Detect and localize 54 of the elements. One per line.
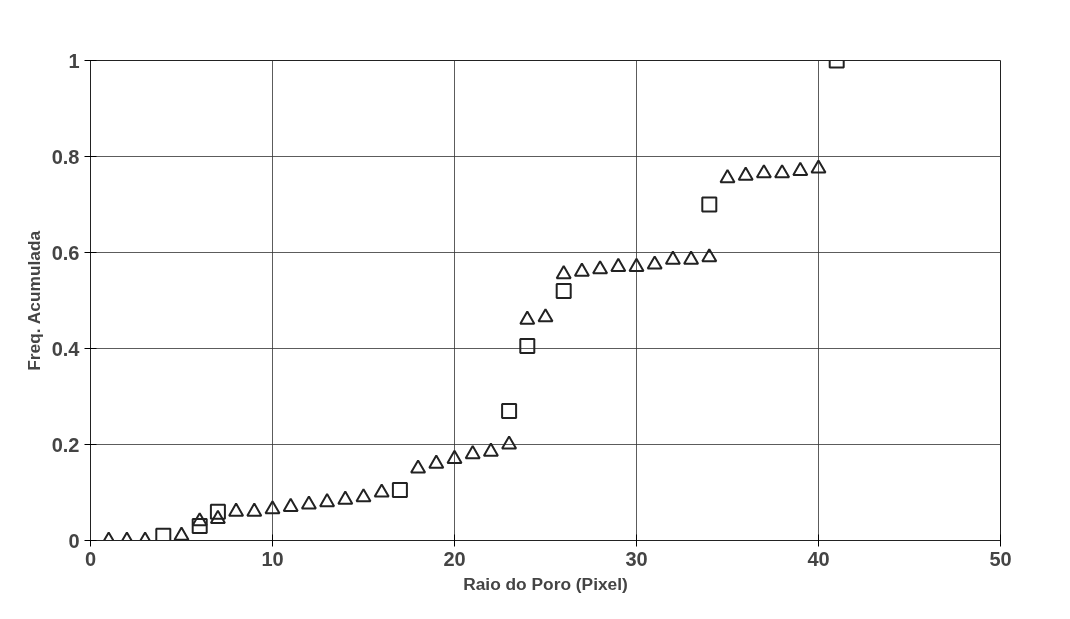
point <box>191 512 208 527</box>
y-axis-title: Freq. Acumulada <box>23 230 44 371</box>
point <box>555 265 572 280</box>
y-tick-label: 0 <box>68 529 80 552</box>
point <box>337 490 354 505</box>
point <box>173 526 190 541</box>
point <box>501 435 518 450</box>
point <box>792 161 809 176</box>
point <box>282 497 299 512</box>
point <box>592 260 609 275</box>
point <box>410 459 427 474</box>
point <box>209 503 226 520</box>
point <box>209 509 226 524</box>
y-tick-label: 1 <box>68 49 80 72</box>
x-tick-label: 50 <box>989 547 1012 570</box>
point <box>537 308 554 323</box>
point <box>646 255 663 270</box>
point <box>373 483 390 498</box>
point <box>155 527 172 541</box>
point <box>501 402 518 419</box>
x-tick-label: 20 <box>443 547 466 570</box>
point <box>555 282 572 299</box>
y-tick-label: 0.8 <box>51 145 80 168</box>
point <box>701 248 718 263</box>
point <box>719 169 736 184</box>
point <box>573 262 590 277</box>
point <box>628 257 645 272</box>
x-tick-label: 10 <box>261 547 284 570</box>
x-tick-label: 0 <box>84 547 97 570</box>
point <box>428 454 445 469</box>
point <box>246 502 263 517</box>
point <box>519 310 536 325</box>
point <box>810 159 827 174</box>
point <box>264 500 281 515</box>
point <box>464 445 481 460</box>
point <box>755 164 772 179</box>
point <box>319 493 336 508</box>
y-tick-label: 0.4 <box>51 337 81 360</box>
point <box>701 196 718 213</box>
point <box>446 449 463 464</box>
y-tick-label: 0.2 <box>51 433 80 456</box>
point <box>228 502 245 517</box>
x-tick-label: 30 <box>625 547 648 570</box>
point <box>355 488 372 503</box>
x-tick-label: 40 <box>807 547 830 570</box>
x-axis-title: Raio do Poro (Pixel) <box>463 573 628 594</box>
point <box>774 164 791 179</box>
point <box>610 257 627 272</box>
y-tick-label: 0.6 <box>51 241 80 264</box>
point <box>664 250 681 265</box>
point <box>482 442 499 457</box>
point <box>683 250 700 265</box>
point <box>300 495 317 510</box>
point <box>737 166 754 181</box>
